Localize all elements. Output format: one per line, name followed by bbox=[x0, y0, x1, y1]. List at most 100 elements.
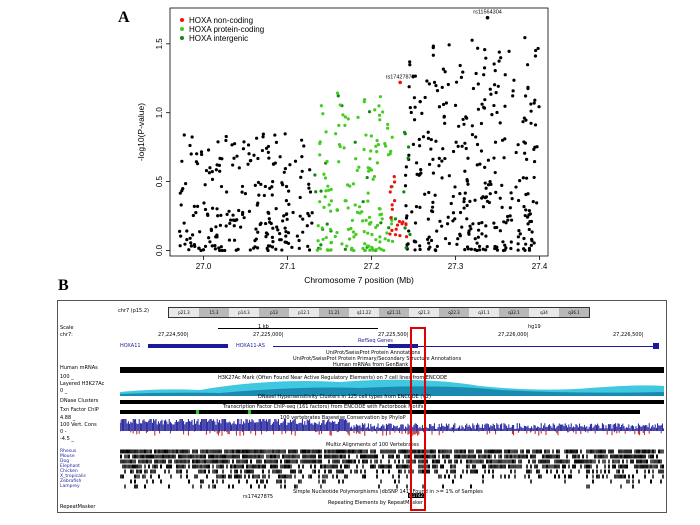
multiz-block bbox=[566, 449, 568, 454]
multiz-block bbox=[180, 459, 182, 464]
multiz-block bbox=[230, 464, 232, 469]
data-point bbox=[323, 176, 328, 180]
data-point bbox=[388, 232, 392, 236]
multiz-block bbox=[622, 464, 624, 469]
cytoband: q34 bbox=[529, 308, 559, 317]
chr-label: chr7: bbox=[60, 332, 73, 338]
data-point bbox=[447, 43, 451, 47]
multiz-block bbox=[140, 459, 142, 464]
multiz-block bbox=[548, 454, 550, 459]
data-point bbox=[412, 239, 416, 243]
multiz-block bbox=[272, 454, 274, 459]
data-point bbox=[180, 159, 184, 163]
data-point bbox=[256, 230, 260, 234]
data-point bbox=[374, 144, 378, 148]
multiz-block bbox=[344, 474, 346, 479]
multiz-block bbox=[258, 474, 260, 479]
y-tick-label: 0.5 bbox=[155, 175, 164, 187]
multiz-block bbox=[336, 464, 338, 469]
data-point bbox=[527, 209, 531, 213]
data-point bbox=[469, 227, 473, 231]
multiz-block bbox=[422, 469, 424, 474]
data-point bbox=[300, 155, 304, 159]
multiz-block bbox=[286, 459, 288, 464]
snp-label: rs17427875 bbox=[243, 494, 274, 500]
genome-browser-panel: chr7 (p15.2) p21.3 15.3 p14.3 p13 p12.1 11.21… bbox=[57, 300, 667, 513]
multiz-block bbox=[144, 454, 146, 459]
data-point bbox=[459, 75, 464, 80]
data-point bbox=[451, 211, 456, 215]
data-point bbox=[438, 219, 442, 223]
data-point bbox=[410, 210, 414, 214]
data-point bbox=[385, 126, 390, 130]
multiz-block bbox=[150, 449, 152, 454]
multiz-block bbox=[532, 454, 534, 459]
multiz-block bbox=[208, 464, 210, 469]
multiz-block bbox=[540, 459, 542, 464]
data-point bbox=[405, 214, 409, 218]
data-point bbox=[524, 176, 529, 180]
y-tick-label: 0.0 bbox=[155, 244, 164, 256]
data-point bbox=[298, 214, 302, 218]
data-point bbox=[224, 138, 228, 143]
multiz-block bbox=[142, 459, 144, 464]
multiz-block bbox=[140, 454, 142, 459]
data-point bbox=[379, 212, 384, 216]
multiz-block bbox=[454, 459, 456, 464]
multiz-block bbox=[258, 464, 260, 469]
multiz-block bbox=[326, 449, 328, 454]
data-point bbox=[496, 84, 500, 88]
multiz-block bbox=[510, 469, 512, 474]
multiz-block bbox=[318, 454, 320, 459]
multiz-block bbox=[326, 454, 328, 459]
multiz-block bbox=[274, 449, 276, 454]
data-point bbox=[287, 189, 291, 193]
multiz-block bbox=[132, 449, 134, 454]
multiz-block bbox=[300, 449, 302, 454]
multiz-block bbox=[138, 474, 140, 479]
multiz-block bbox=[436, 459, 438, 464]
data-point bbox=[403, 173, 408, 177]
multiz-block bbox=[382, 469, 384, 474]
multiz-block bbox=[406, 459, 408, 464]
multiz-block bbox=[600, 449, 602, 454]
multiz-block bbox=[620, 454, 622, 459]
multiz-block bbox=[632, 459, 634, 464]
multiz-block bbox=[604, 469, 606, 474]
multiz-block bbox=[586, 449, 588, 454]
multiz-block bbox=[212, 469, 214, 474]
multiz-block bbox=[556, 459, 558, 464]
multiz-block bbox=[402, 449, 404, 454]
multiz-block bbox=[576, 459, 578, 464]
multiz-block bbox=[134, 459, 136, 464]
multiz-block bbox=[650, 459, 652, 464]
data-point bbox=[509, 246, 513, 251]
multiz-block bbox=[406, 454, 408, 459]
multiz-block bbox=[256, 474, 258, 479]
multiz-block bbox=[644, 449, 646, 454]
position-4: 27,226,000| bbox=[498, 332, 529, 338]
multiz-block bbox=[214, 449, 216, 454]
data-point bbox=[431, 44, 435, 48]
data-point bbox=[502, 156, 506, 160]
data-point bbox=[233, 142, 237, 146]
data-point bbox=[490, 113, 494, 117]
multiz-block bbox=[398, 464, 400, 469]
data-point bbox=[209, 227, 213, 231]
data-point bbox=[493, 170, 497, 175]
data-point bbox=[460, 225, 464, 229]
multiz-block bbox=[596, 464, 598, 469]
multiz-block bbox=[226, 464, 228, 469]
data-point bbox=[444, 101, 448, 105]
multiz-block bbox=[538, 474, 540, 479]
data-point bbox=[500, 138, 505, 142]
multiz-block bbox=[362, 474, 364, 479]
multiz-block bbox=[558, 474, 560, 479]
data-point bbox=[512, 78, 516, 82]
data-point bbox=[386, 238, 391, 243]
multiz-block bbox=[582, 454, 584, 459]
multiz-block bbox=[218, 454, 220, 459]
multiz-block bbox=[548, 449, 550, 454]
multiz-block bbox=[502, 464, 504, 469]
multiz-block bbox=[456, 449, 458, 454]
